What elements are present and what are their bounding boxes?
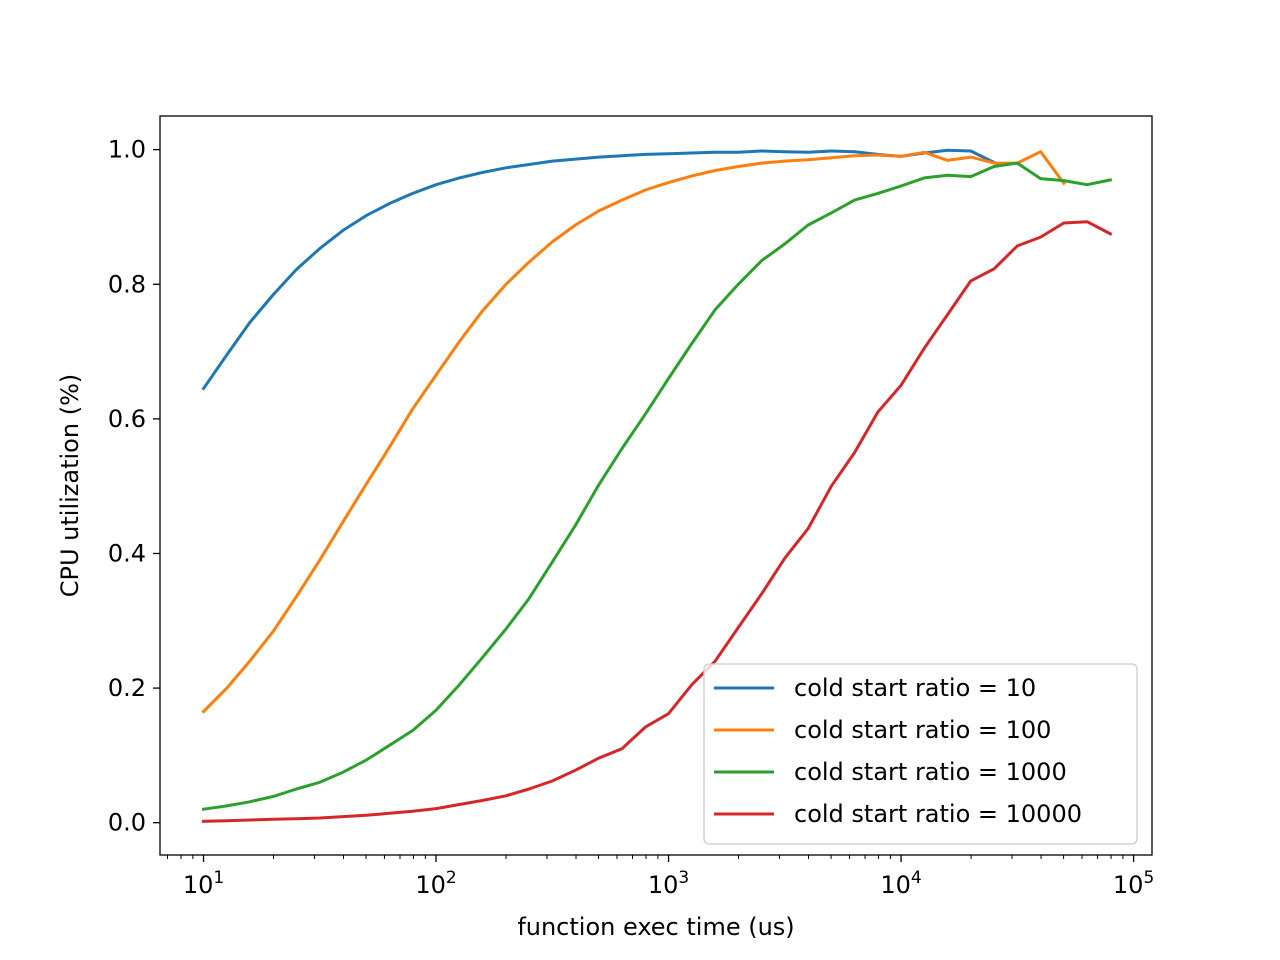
legend-label-2: cold start ratio = 100 [794, 716, 1051, 744]
legend-box [703, 663, 1138, 845]
plot-area [201, 148, 1113, 823]
legend-label-1: cold start ratio = 10 [794, 674, 1036, 702]
x-tick-exponent: 5 [1143, 868, 1154, 888]
x-tick-label: 105 [1113, 868, 1154, 899]
series-line-3 [201, 161, 1113, 811]
axes-frame [159, 115, 1153, 856]
x-tick-exponent: 3 [678, 868, 689, 888]
x-tick-exponent: 2 [446, 868, 457, 888]
x-tick-base: 10 [183, 871, 214, 899]
x-tick-base: 10 [880, 871, 911, 899]
x-tick-label: 103 [648, 868, 689, 899]
x-tick-base: 10 [648, 871, 679, 899]
x-tick-label: 102 [415, 868, 456, 899]
x-tick-exponent: 4 [911, 868, 922, 888]
y-tick-label: 0.4 [108, 539, 146, 567]
legend: cold start ratio = 10 cold start ratio = … [703, 663, 1138, 845]
legend-label-4: cold start ratio = 10000 [794, 800, 1082, 828]
x-tick-base: 10 [415, 871, 446, 899]
x-axis: 101 102 103 104 105 [166, 855, 1154, 899]
x-tick-base: 10 [1113, 871, 1144, 899]
y-tick-label: 0.8 [108, 270, 146, 298]
y-axis: 0.0 0.2 0.4 0.6 0.8 1.0 [108, 136, 160, 837]
x-axis-label: function exec time (us) [517, 913, 794, 941]
x-tick-exponent: 1 [213, 868, 224, 888]
y-tick-label: 0.6 [108, 405, 146, 433]
legend-label-3: cold start ratio = 1000 [794, 758, 1067, 786]
series-line-1 [201, 148, 997, 391]
series-line-4 [201, 220, 1113, 823]
y-tick-label: 0.2 [108, 674, 146, 702]
y-tick-label: 0.0 [108, 809, 146, 837]
x-tick-label: 101 [183, 868, 224, 899]
x-tick-label: 104 [880, 868, 921, 899]
y-axis-label: CPU utilization (%) [56, 374, 84, 598]
y-tick-label: 1.0 [108, 136, 146, 164]
series-line-2 [201, 150, 1066, 714]
